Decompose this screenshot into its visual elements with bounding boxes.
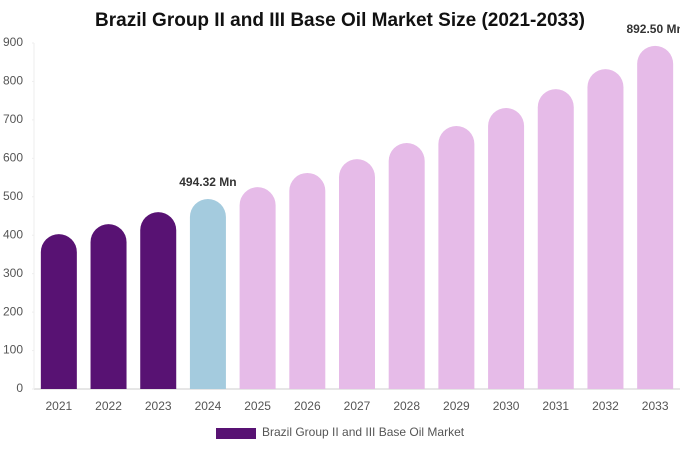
x-tick-label: 2029 [443,399,470,413]
y-tick-label: 900 [3,35,23,49]
bar [239,187,276,389]
bar [339,159,375,389]
y-tick-label: 400 [3,227,23,241]
y-tick-label: 600 [3,151,23,165]
bar [637,45,674,390]
bar [488,107,525,389]
bar [537,89,574,389]
y-tick-label: 500 [3,189,23,203]
x-tick-label: 2033 [642,399,669,413]
x-tick-label: 2023 [145,399,172,413]
chart-title: Brazil Group II and III Base Oil Market … [95,10,585,31]
y-tick-label: 0 [16,381,23,395]
bar [289,172,326,389]
x-tick-label: 2032 [592,399,619,413]
bar [587,69,624,390]
legend-swatch [216,428,256,439]
x-tick-label: 2026 [294,399,321,413]
x-tick-label: 2022 [95,399,122,413]
bar [189,198,226,389]
y-tick-label: 700 [3,112,23,126]
x-tick-label: 2024 [195,399,222,413]
x-tick-label: 2031 [542,399,569,413]
bar [388,142,425,389]
legend-label: Brazil Group II and III Base Oil Market [262,425,465,439]
y-tick-label: 200 [3,304,23,318]
bar [438,126,475,390]
value-label: 494.32 Mn [179,175,236,189]
x-tick-label: 2030 [493,399,520,413]
y-tick-label: 100 [3,343,23,357]
x-tick-label: 2028 [393,399,420,413]
x-tick-label: 2027 [344,399,371,413]
bar [140,212,177,389]
x-tick-label: 2021 [45,399,72,413]
y-tick-label: 800 [3,74,23,88]
bar [40,234,77,389]
bar [90,224,127,389]
value-label: 892.50 Mn [626,22,680,36]
x-tick-label: 2025 [244,399,271,413]
y-tick-label: 300 [3,266,23,280]
